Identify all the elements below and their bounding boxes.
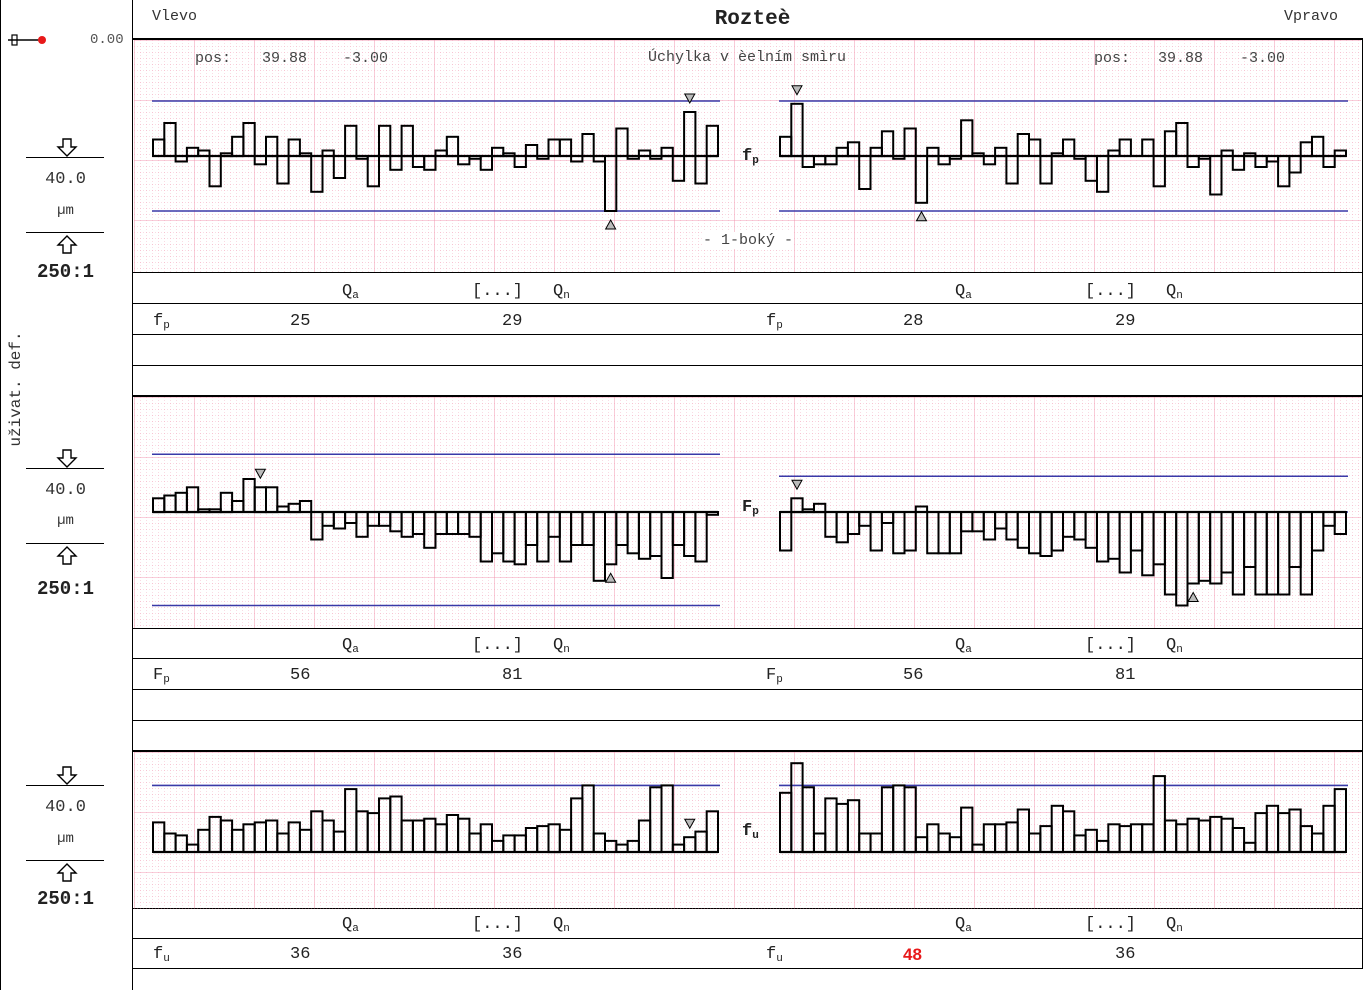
direction-label: Úchylka v èelním smìru (648, 49, 847, 66)
chart-symbol: fp (742, 147, 759, 167)
qn-label: Qn (553, 636, 570, 656)
qa-label: Qa (342, 282, 359, 302)
stat-value-highlight: 48 (903, 945, 922, 964)
panel-divider (132, 0, 133, 990)
stat-value: 28 (903, 312, 924, 331)
stat-value: 29 (1115, 312, 1136, 331)
scale-ratio: 250:1 (36, 578, 94, 600)
stat-value: 36 (1115, 945, 1136, 964)
qn-label: Qn (1166, 282, 1183, 302)
chart-symbol: fu (742, 822, 759, 842)
scale-value: 40.0 (45, 170, 86, 189)
scale-value: 40.0 (45, 798, 86, 817)
qa-label: Qa (955, 636, 972, 656)
min-marker-icon (1187, 591, 1200, 602)
chart-symbol: Fp (742, 498, 759, 518)
min-marker-icon (604, 572, 617, 583)
qn-label: Qn (1166, 636, 1183, 656)
dots-button[interactable]: [...] (472, 915, 524, 934)
max-marker-icon (683, 818, 696, 830)
stat-label: fu (153, 945, 170, 965)
scale-value: 40.0 (45, 481, 86, 500)
stat-value: 36 (502, 945, 523, 964)
stat-value: 81 (1115, 666, 1136, 685)
max-marker-icon (683, 93, 696, 105)
scale-unit: µm (57, 513, 74, 529)
left-border (0, 0, 1, 990)
arrow-up-icon (56, 546, 78, 565)
dots-button[interactable]: [...] (1085, 636, 1137, 655)
stat-value: 56 (903, 666, 924, 685)
min-marker-icon (604, 218, 617, 230)
scale-ratio: 250:1 (36, 261, 94, 283)
qa-label: Qa (955, 915, 972, 935)
dots-button[interactable]: [...] (472, 636, 524, 655)
dots-button[interactable]: [...] (1085, 282, 1137, 301)
header-right: Vpravo (1284, 8, 1339, 25)
arrow-down-icon (56, 766, 78, 785)
arrow-up-icon (56, 863, 78, 882)
qn-label: Qn (553, 282, 570, 302)
scale-unit: µm (57, 831, 74, 847)
stat-label: fp (153, 312, 170, 332)
flank-label: - 1-boký - (703, 232, 794, 249)
stat-label: Fp (766, 666, 783, 686)
origin-value: 0.00 (90, 32, 124, 48)
qn-label: Qn (553, 915, 570, 935)
stat-value: 25 (290, 312, 311, 331)
pos-label: pos: (1094, 50, 1131, 67)
arrow-down-icon (56, 449, 78, 468)
stat-label: fu (766, 945, 783, 965)
max-marker-icon (254, 468, 267, 480)
qn-label: Qn (1166, 915, 1183, 935)
arrow-down-icon (56, 138, 78, 157)
scale-unit: µm (57, 203, 74, 219)
pos-value: -3.00 (1240, 50, 1286, 67)
pos-value: 39.88 (1158, 50, 1204, 67)
page-title: Rozteè (714, 8, 791, 31)
max-marker-icon (791, 479, 803, 491)
qa-label: Qa (955, 282, 972, 302)
dots-button[interactable]: [...] (1085, 915, 1137, 934)
stat-value: 81 (502, 666, 523, 685)
qa-label: Qa (342, 915, 359, 935)
probe-icon (8, 34, 46, 46)
stat-label: fp (766, 312, 783, 332)
scale-ratio: 250:1 (36, 888, 94, 910)
qa-label: Qa (342, 636, 359, 656)
dots-button[interactable]: [...] (472, 282, 524, 301)
arrow-up-icon (56, 235, 78, 254)
header-left: Vlevo (152, 8, 198, 25)
pos-value: -3.00 (343, 50, 389, 67)
stat-label: Fp (153, 666, 170, 686)
stat-value: 56 (290, 666, 311, 685)
stat-value: 36 (290, 945, 311, 964)
max-marker-icon (791, 85, 803, 96)
pos-value: 39.88 (262, 50, 308, 67)
pos-label: pos: (195, 50, 232, 67)
stat-value: 29 (502, 312, 523, 331)
min-marker-icon (915, 210, 928, 222)
